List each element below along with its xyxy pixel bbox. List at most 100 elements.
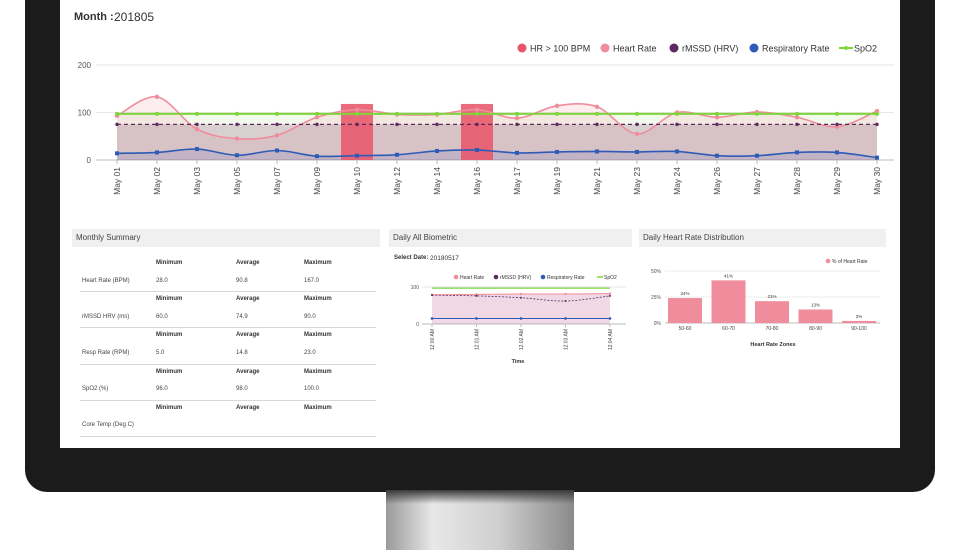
summary-avg-value: 98.0 — [236, 386, 248, 393]
rmssd-point — [235, 122, 239, 127]
y-tick-label: 100 — [78, 109, 92, 118]
rmssd-point — [875, 122, 879, 127]
daily-legend-swatch — [540, 274, 546, 280]
summary-min-value: 60.0 — [156, 313, 168, 320]
daily-legend-label: Heart Rate — [460, 275, 484, 281]
summary-header-row: Minimum Average Maximum — [80, 256, 376, 274]
rmssd-area — [117, 124, 877, 160]
rmssd-point — [515, 122, 519, 127]
spo2-point — [515, 111, 519, 116]
spo2-point — [315, 111, 319, 116]
rmssd-point — [155, 122, 159, 127]
spo2-point — [715, 111, 719, 116]
heart-rate-point — [554, 103, 560, 109]
spo2-point — [155, 111, 159, 116]
dist-bar-value-label: 24% — [680, 291, 689, 296]
rmssd-point — [115, 122, 119, 127]
y-tick-label: 200 — [78, 61, 92, 70]
resp-point — [315, 154, 319, 159]
summary-column-header: Minimum — [156, 332, 183, 339]
summary-column-header: Maximum — [304, 368, 332, 375]
dist-x-tick-label: 70-80 — [766, 326, 779, 332]
daily-rmssd-point — [609, 294, 611, 297]
summary-min-value: 5.0 — [156, 349, 165, 356]
daily-biometric-title: Daily All Biometric — [393, 233, 458, 242]
month-label: Month : — [74, 11, 114, 23]
x-tick-label: May 09 — [312, 167, 322, 195]
resp-point — [515, 150, 519, 155]
spo2-point — [835, 111, 839, 116]
spo2-point — [595, 111, 599, 116]
heart-rate-point — [514, 116, 520, 121]
dist-bar-value-label: 41% — [724, 273, 733, 278]
resp-area — [117, 149, 877, 160]
summary-column-header: Maximum — [304, 296, 332, 303]
select-date-label: Select Date: — [394, 255, 429, 261]
rmssd-point — [315, 122, 319, 127]
summary-column-header: Average — [236, 332, 260, 339]
summary-metric-label: Heart Rate (BPM) — [82, 277, 130, 284]
resp-point — [115, 151, 119, 156]
resp-point — [635, 149, 639, 154]
rmssd-point — [195, 122, 199, 127]
x-tick-label: May 03 — [192, 167, 202, 195]
dist-bar-value-label: 2% — [856, 314, 863, 319]
spo2-point — [475, 111, 479, 116]
legend-swatch — [749, 43, 759, 53]
monitor-stand-shadow — [386, 490, 574, 504]
spo2-point — [795, 111, 799, 116]
spo2-point — [435, 111, 439, 116]
dist-bar — [668, 298, 702, 323]
legend-label: SpO2 — [854, 44, 877, 54]
resp-point — [715, 153, 719, 158]
spo2-point — [875, 111, 879, 116]
daily-x-tick-label: 12:04 AM — [608, 329, 614, 350]
dist-y-tick-label: 25% — [651, 295, 662, 301]
legend-item: Respiratory Rate — [749, 43, 830, 54]
dist-bar-value-label: 21% — [767, 294, 776, 299]
rmssd-point — [355, 122, 359, 127]
legend-label: rMSSD (HRV) — [682, 44, 738, 54]
dist-y-tick-label: 0% — [654, 321, 662, 327]
x-tick-label: May 07 — [272, 167, 282, 195]
daily-resp-point — [608, 317, 612, 320]
summary-avg-value: 14.8 — [236, 349, 248, 356]
daily-resp-point — [519, 317, 523, 320]
heart-rate-point — [234, 136, 240, 141]
summary-column-header: Average — [236, 404, 260, 411]
month-value[interactable]: 201805 — [114, 10, 155, 24]
dist-bar-value-label: 13% — [811, 302, 820, 307]
rmssd-point — [475, 122, 479, 127]
heart-rate-point — [314, 115, 320, 120]
daily-resp-point — [475, 317, 478, 320]
resp-point — [235, 153, 239, 158]
select-date-value[interactable]: 20180517 — [430, 255, 459, 262]
dist-x-tick-label: 60-70 — [722, 326, 735, 332]
daily-biometric-chart: Heart Rate rMSSD (HRV) Respiratory Rate SpO… — [411, 274, 626, 365]
heart-rate-point — [874, 108, 880, 114]
summary-column-header: Average — [236, 260, 260, 266]
x-tick-label: May 21 — [592, 167, 602, 195]
x-tick-label: May 29 — [832, 167, 842, 195]
x-tick-label: May 27 — [752, 167, 762, 195]
daily-legend-item: rMSSD (HRV) — [493, 274, 532, 281]
dist-bar — [711, 280, 746, 323]
summary-header-row: Minimum Average Maximum — [80, 292, 376, 310]
summary-column-header: Maximum — [304, 404, 332, 411]
x-tick-label: May 01 — [112, 167, 122, 195]
summary-min-value: 28.0 — [156, 277, 168, 284]
summary-avg-value: 74.9 — [236, 313, 248, 320]
summary-metric-label: rMSSD HRV (ms) — [82, 313, 130, 320]
summary-avg-value: 90.8 — [236, 277, 248, 284]
summary-data-row: Heart Rate (BPM) 28.0 90.8 167.0 — [80, 274, 376, 293]
daily-legend-label: SpO2 — [604, 275, 617, 281]
heart-rate-point — [154, 94, 160, 100]
summary-metric-label: Core Temp (Deg C) — [82, 422, 134, 429]
daily-x-axis-title: Time — [512, 359, 525, 365]
daily-rmssd-point — [520, 296, 522, 299]
resp-point — [595, 149, 599, 154]
legend-item: Heart Rate — [600, 43, 657, 54]
daily-rmssd-point — [564, 300, 567, 303]
heart-rate-point — [794, 115, 800, 120]
x-tick-label: May 05 — [232, 167, 242, 195]
